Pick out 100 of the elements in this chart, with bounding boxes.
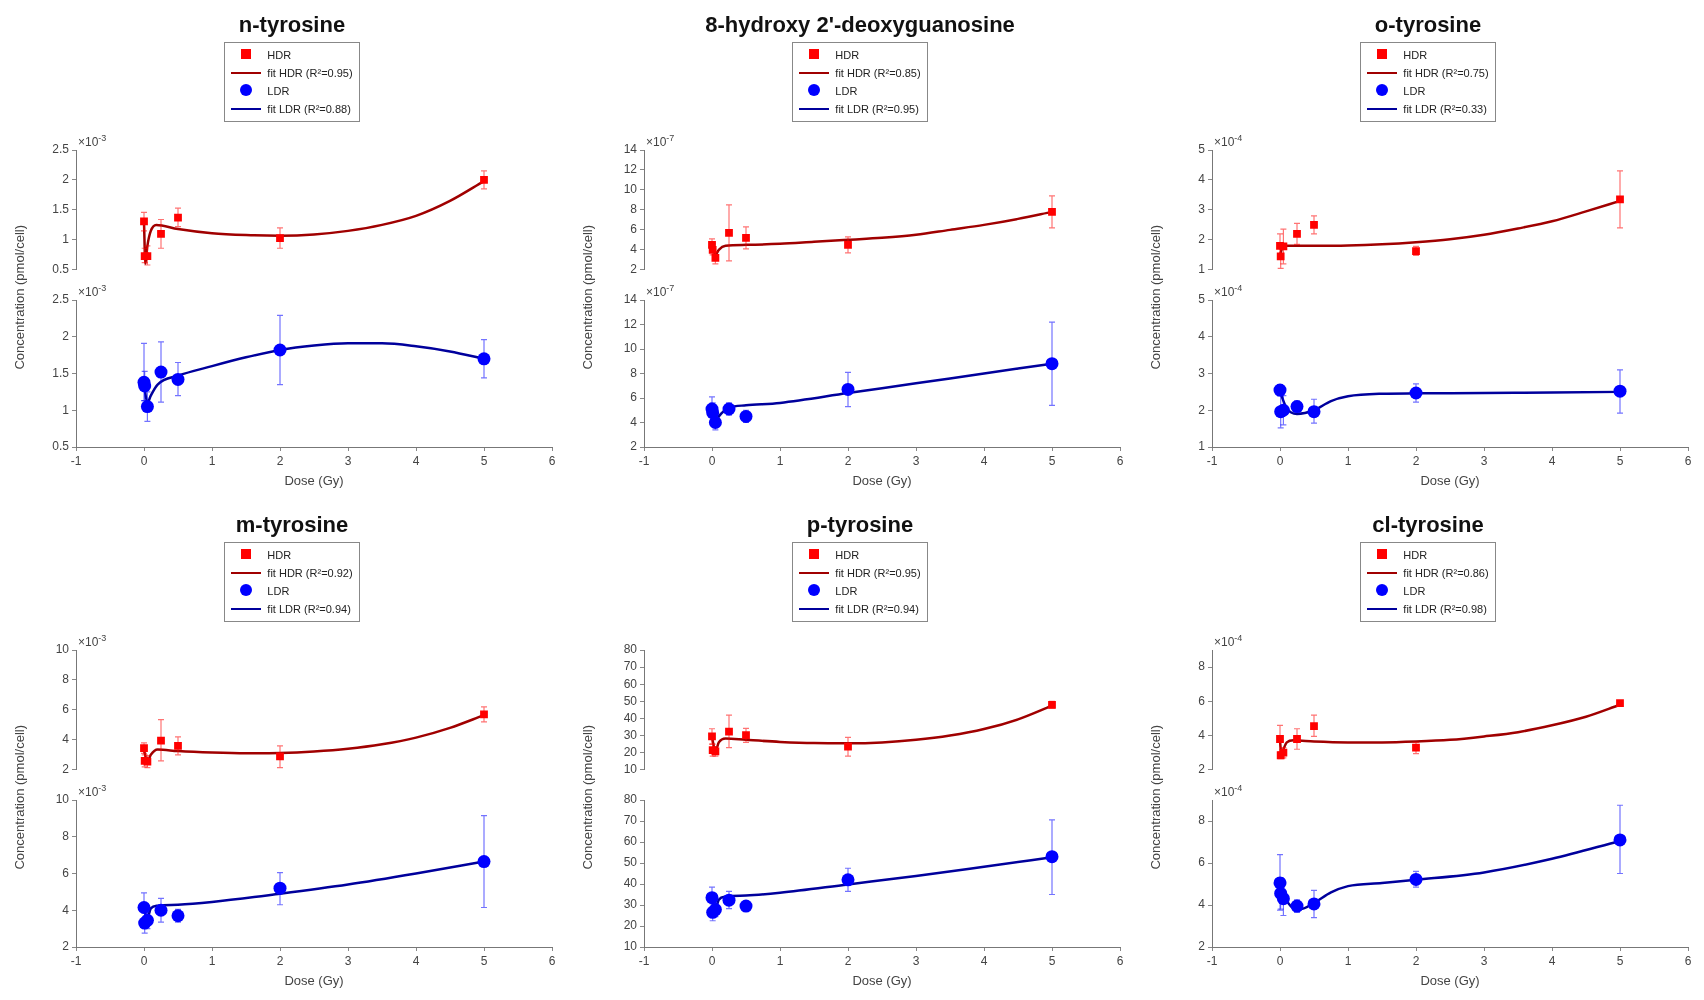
x-tick-label: 2 bbox=[276, 953, 284, 968]
y-tick-label: 8 bbox=[62, 829, 70, 844]
legend-label: HDR bbox=[835, 549, 860, 561]
x-tick-label: 4 bbox=[412, 453, 420, 468]
y-tick-label: 60 bbox=[623, 834, 638, 849]
legend-label: fit HDR (R²=0.75) bbox=[1403, 67, 1489, 79]
y-tick-label: 6 bbox=[1198, 855, 1206, 870]
y-tick-label: 1 bbox=[1198, 439, 1206, 454]
y-tick-label: 3 bbox=[1198, 202, 1206, 217]
x-tick-label: 2 bbox=[844, 953, 852, 968]
y-tick-label: 2 bbox=[62, 172, 70, 187]
y-tick-label: 2 bbox=[62, 762, 70, 777]
x-tick-label: -1 bbox=[70, 953, 82, 968]
x-tick-label: 1 bbox=[208, 953, 216, 968]
y-tick-label: 10 bbox=[623, 341, 638, 356]
x-tick-label: -1 bbox=[638, 453, 650, 468]
y-tick-label: 2 bbox=[1198, 402, 1206, 417]
y-tick-label: 8 bbox=[1198, 813, 1206, 828]
y-tick-label: 1 bbox=[62, 402, 70, 417]
x-tick-label: 0 bbox=[708, 953, 716, 968]
chart-title: p-tyrosine bbox=[805, 511, 915, 539]
x-tick-label: 2 bbox=[844, 453, 852, 468]
y-tick-label: 0.5 bbox=[52, 439, 70, 454]
legend-label: LDR bbox=[835, 85, 858, 97]
legend-label: fit HDR (R²=0.92) bbox=[267, 567, 353, 579]
legend-label: HDR bbox=[267, 49, 292, 61]
y-tick-label: 14 bbox=[623, 142, 638, 157]
y-tick-label: 2 bbox=[1198, 762, 1206, 777]
y-tick-label: 0.5 bbox=[52, 262, 70, 277]
y-tick-label: 4 bbox=[1198, 727, 1206, 742]
y-tick-label: 2 bbox=[630, 439, 638, 454]
y-tick-label: 4 bbox=[1198, 329, 1206, 344]
y-tick-label: 8 bbox=[630, 202, 638, 217]
y-tick-label: 20 bbox=[623, 918, 638, 933]
y-axis-title: Concentration (pmol/cell) bbox=[11, 725, 27, 870]
x-tick-label: 0 bbox=[140, 453, 148, 468]
y-tick-label: 8 bbox=[62, 672, 70, 687]
x-tick-label: 3 bbox=[344, 953, 352, 968]
legend-label: fit LDR (R²=0.94) bbox=[835, 603, 919, 615]
y-tick-label: 2 bbox=[630, 262, 638, 277]
legend-label: fit LDR (R²=0.88) bbox=[267, 103, 351, 115]
x-tick-label: 4 bbox=[1548, 453, 1556, 468]
x-tick-label: 3 bbox=[1480, 953, 1488, 968]
legend-label: LDR bbox=[267, 85, 290, 97]
y-tick-label: 30 bbox=[623, 727, 638, 742]
y-tick-label: 50 bbox=[623, 693, 638, 708]
x-tick-label: 5 bbox=[1616, 953, 1624, 968]
y-tick-label: 2 bbox=[1198, 232, 1206, 247]
y-tick-label: 60 bbox=[623, 676, 638, 691]
legend-label: HDR bbox=[1403, 49, 1428, 61]
y-axis-title: Concentration (pmol/cell) bbox=[579, 225, 595, 370]
y-tick-label: 80 bbox=[623, 642, 638, 657]
legend-label: fit LDR (R²=0.95) bbox=[835, 103, 919, 115]
y-tick-label: 8 bbox=[630, 365, 638, 380]
y-tick-label: 30 bbox=[623, 897, 638, 912]
y-tick-label: 70 bbox=[623, 813, 638, 828]
x-tick-label: 5 bbox=[1048, 953, 1056, 968]
x-tick-label: 6 bbox=[1116, 953, 1124, 968]
x-axis-title: Dose (Gy) bbox=[852, 472, 912, 488]
x-tick-label: 2 bbox=[1412, 453, 1420, 468]
x-tick-label: 5 bbox=[1048, 453, 1056, 468]
chart-title: n-tyrosine bbox=[237, 11, 347, 39]
legend-label: LDR bbox=[835, 585, 858, 597]
y-tick-label: 4 bbox=[62, 732, 70, 747]
x-tick-label: 5 bbox=[1616, 453, 1624, 468]
x-tick-label: 6 bbox=[1684, 453, 1692, 468]
x-tick-label: 2 bbox=[276, 453, 284, 468]
x-tick-label: 2 bbox=[1412, 953, 1420, 968]
x-tick-label: -1 bbox=[638, 953, 650, 968]
x-tick-label: 4 bbox=[980, 953, 988, 968]
y-tick-label: 5 bbox=[1198, 142, 1206, 157]
legend-label: fit LDR (R²=0.98) bbox=[1403, 603, 1487, 615]
y-tick-label: 1 bbox=[62, 232, 70, 247]
y-tick-label: 4 bbox=[630, 414, 638, 429]
y-tick-label: 6 bbox=[630, 222, 638, 237]
x-tick-label: 6 bbox=[1116, 453, 1124, 468]
y-tick-label: 20 bbox=[623, 745, 638, 759]
legend-label: LDR bbox=[1403, 85, 1426, 97]
legend-label: HDR bbox=[1403, 549, 1428, 561]
y-tick-label: 6 bbox=[630, 390, 638, 405]
x-tick-label: 3 bbox=[912, 453, 920, 468]
x-tick-label: 0 bbox=[1276, 953, 1284, 968]
legend-label: HDR bbox=[267, 549, 292, 561]
y-tick-label: 2 bbox=[62, 329, 70, 344]
x-tick-label: 0 bbox=[1276, 453, 1284, 468]
y-tick-label: 6 bbox=[1198, 693, 1206, 708]
x-tick-label: -1 bbox=[1206, 953, 1218, 968]
y-tick-label: 1.5 bbox=[52, 365, 70, 380]
y-tick-label: 40 bbox=[623, 876, 638, 891]
x-axis-title: Dose (Gy) bbox=[1420, 472, 1480, 488]
y-tick-label: 80 bbox=[623, 792, 638, 807]
x-tick-label: 6 bbox=[548, 453, 556, 468]
x-tick-label: -1 bbox=[1206, 453, 1218, 468]
x-tick-label: 1 bbox=[1344, 953, 1352, 968]
x-tick-label: 5 bbox=[480, 953, 488, 968]
chart-title: o-tyrosine bbox=[1373, 11, 1483, 39]
x-tick-label: 4 bbox=[980, 453, 988, 468]
legend-label: fit LDR (R²=0.94) bbox=[267, 603, 351, 615]
y-tick-label: 12 bbox=[623, 162, 638, 177]
chart-title: m-tyrosine bbox=[234, 511, 350, 539]
